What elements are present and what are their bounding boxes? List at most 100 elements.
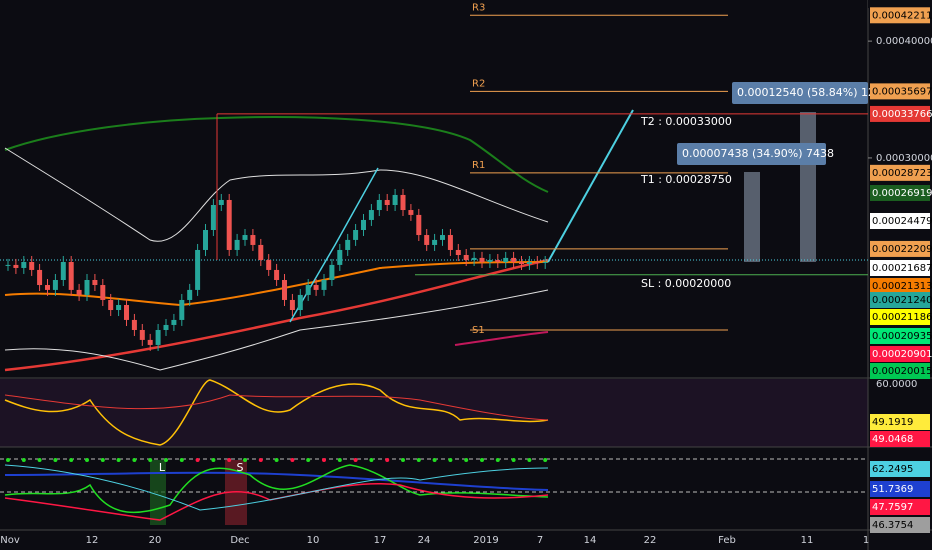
level-name: R3 bbox=[472, 2, 485, 13]
x-axis-label: 1 bbox=[863, 535, 869, 546]
candle bbox=[353, 230, 359, 240]
candle bbox=[13, 264, 19, 268]
candle bbox=[203, 230, 208, 250]
price-badge-label: 0.00042211 bbox=[872, 10, 932, 21]
x-axis-label: Nov bbox=[0, 535, 20, 546]
short-marker: S bbox=[237, 461, 244, 474]
signal-dot bbox=[227, 458, 232, 462]
price-badge-label: 62.2495 bbox=[872, 464, 913, 475]
candle bbox=[289, 299, 295, 311]
candle bbox=[60, 262, 66, 280]
x-axis-label: 12 bbox=[86, 535, 99, 546]
signal-dot bbox=[290, 458, 295, 462]
measure-box bbox=[677, 143, 826, 165]
candle bbox=[463, 254, 469, 261]
price-badge bbox=[870, 260, 930, 276]
candle bbox=[250, 235, 256, 245]
signal-dot bbox=[480, 458, 484, 462]
candle bbox=[52, 279, 58, 290]
price-badge bbox=[870, 414, 930, 430]
candle bbox=[440, 235, 445, 240]
x-axis-label: 17 bbox=[374, 535, 387, 546]
signal-dot bbox=[132, 458, 137, 462]
price-badge-label: 46.3754 bbox=[872, 520, 913, 531]
price-badge bbox=[870, 292, 930, 308]
candle bbox=[37, 269, 43, 286]
candle bbox=[242, 235, 248, 240]
signal-dot bbox=[148, 458, 153, 462]
signal-dot bbox=[258, 458, 263, 462]
candle bbox=[116, 304, 122, 311]
candle bbox=[511, 257, 517, 263]
signal-dot bbox=[511, 458, 516, 462]
bollinger-lower bbox=[4, 289, 549, 371]
signal-dot bbox=[179, 458, 184, 462]
level-name: R1 bbox=[472, 160, 485, 171]
signal-dots bbox=[6, 458, 548, 462]
signal-dot bbox=[195, 458, 200, 462]
candle bbox=[471, 257, 477, 261]
stop-loss: SL : 0.00020000 bbox=[641, 277, 731, 290]
candle bbox=[218, 199, 224, 206]
price-badge-label: 49.1919 bbox=[872, 417, 913, 428]
x-axis-label: 22 bbox=[644, 535, 657, 546]
measure-box bbox=[732, 82, 868, 104]
candle bbox=[100, 285, 106, 300]
candle bbox=[424, 235, 430, 245]
candle bbox=[329, 264, 335, 280]
signal-dot bbox=[164, 458, 168, 462]
candle bbox=[29, 262, 35, 270]
y-tick-label: 0.00040000 bbox=[876, 36, 932, 47]
candle bbox=[487, 260, 493, 263]
price-badge bbox=[870, 185, 930, 201]
candle bbox=[337, 249, 343, 265]
signal-dot bbox=[464, 458, 469, 462]
bollinger-upper bbox=[4, 147, 549, 242]
price-badge bbox=[870, 481, 930, 497]
candle bbox=[234, 239, 240, 250]
x-axis-label: 2019 bbox=[473, 535, 498, 546]
price-badge bbox=[870, 363, 930, 379]
x-axis-label: 10 bbox=[307, 535, 320, 546]
price-badge-label: 0.00021240 bbox=[872, 295, 932, 306]
signal-dot bbox=[243, 458, 247, 462]
signal-zone bbox=[150, 460, 166, 525]
signal-dot bbox=[448, 458, 453, 462]
price-badge-label: 0.00026919 bbox=[872, 188, 932, 199]
candle bbox=[108, 299, 114, 311]
price-badge-label: 0.00021687 bbox=[872, 263, 932, 274]
candle bbox=[45, 285, 50, 290]
osc-blue bbox=[4, 471, 549, 491]
candle bbox=[266, 260, 272, 270]
price-badge bbox=[870, 431, 930, 447]
signal-dot bbox=[385, 458, 390, 462]
signal-dot bbox=[432, 458, 437, 462]
candle bbox=[392, 194, 398, 206]
rsi-line bbox=[4, 379, 549, 446]
candle bbox=[368, 210, 374, 220]
candle bbox=[361, 219, 366, 231]
signal-dot bbox=[306, 458, 311, 462]
candle bbox=[274, 269, 280, 280]
candle bbox=[534, 262, 540, 264]
price-badge-label: 0.00020015 bbox=[872, 366, 932, 377]
candle bbox=[447, 235, 453, 250]
x-axis-label: Dec bbox=[230, 535, 249, 546]
price-badge bbox=[870, 240, 930, 257]
signal-dot bbox=[53, 458, 58, 462]
level-name: S1 bbox=[472, 325, 485, 336]
signal-dot bbox=[527, 458, 532, 462]
measure-bar bbox=[744, 172, 760, 262]
candle bbox=[526, 262, 532, 264]
projection-line bbox=[547, 109, 634, 263]
candle bbox=[226, 199, 232, 250]
price-badge-label: 0.00022209 bbox=[872, 244, 932, 255]
signal-dot bbox=[322, 458, 326, 462]
price-badge bbox=[870, 164, 930, 181]
candle bbox=[455, 249, 461, 255]
price-badge bbox=[870, 7, 930, 24]
candle bbox=[479, 257, 485, 263]
price-badge-label: 0.00020901 bbox=[872, 349, 932, 360]
candle bbox=[21, 262, 27, 268]
